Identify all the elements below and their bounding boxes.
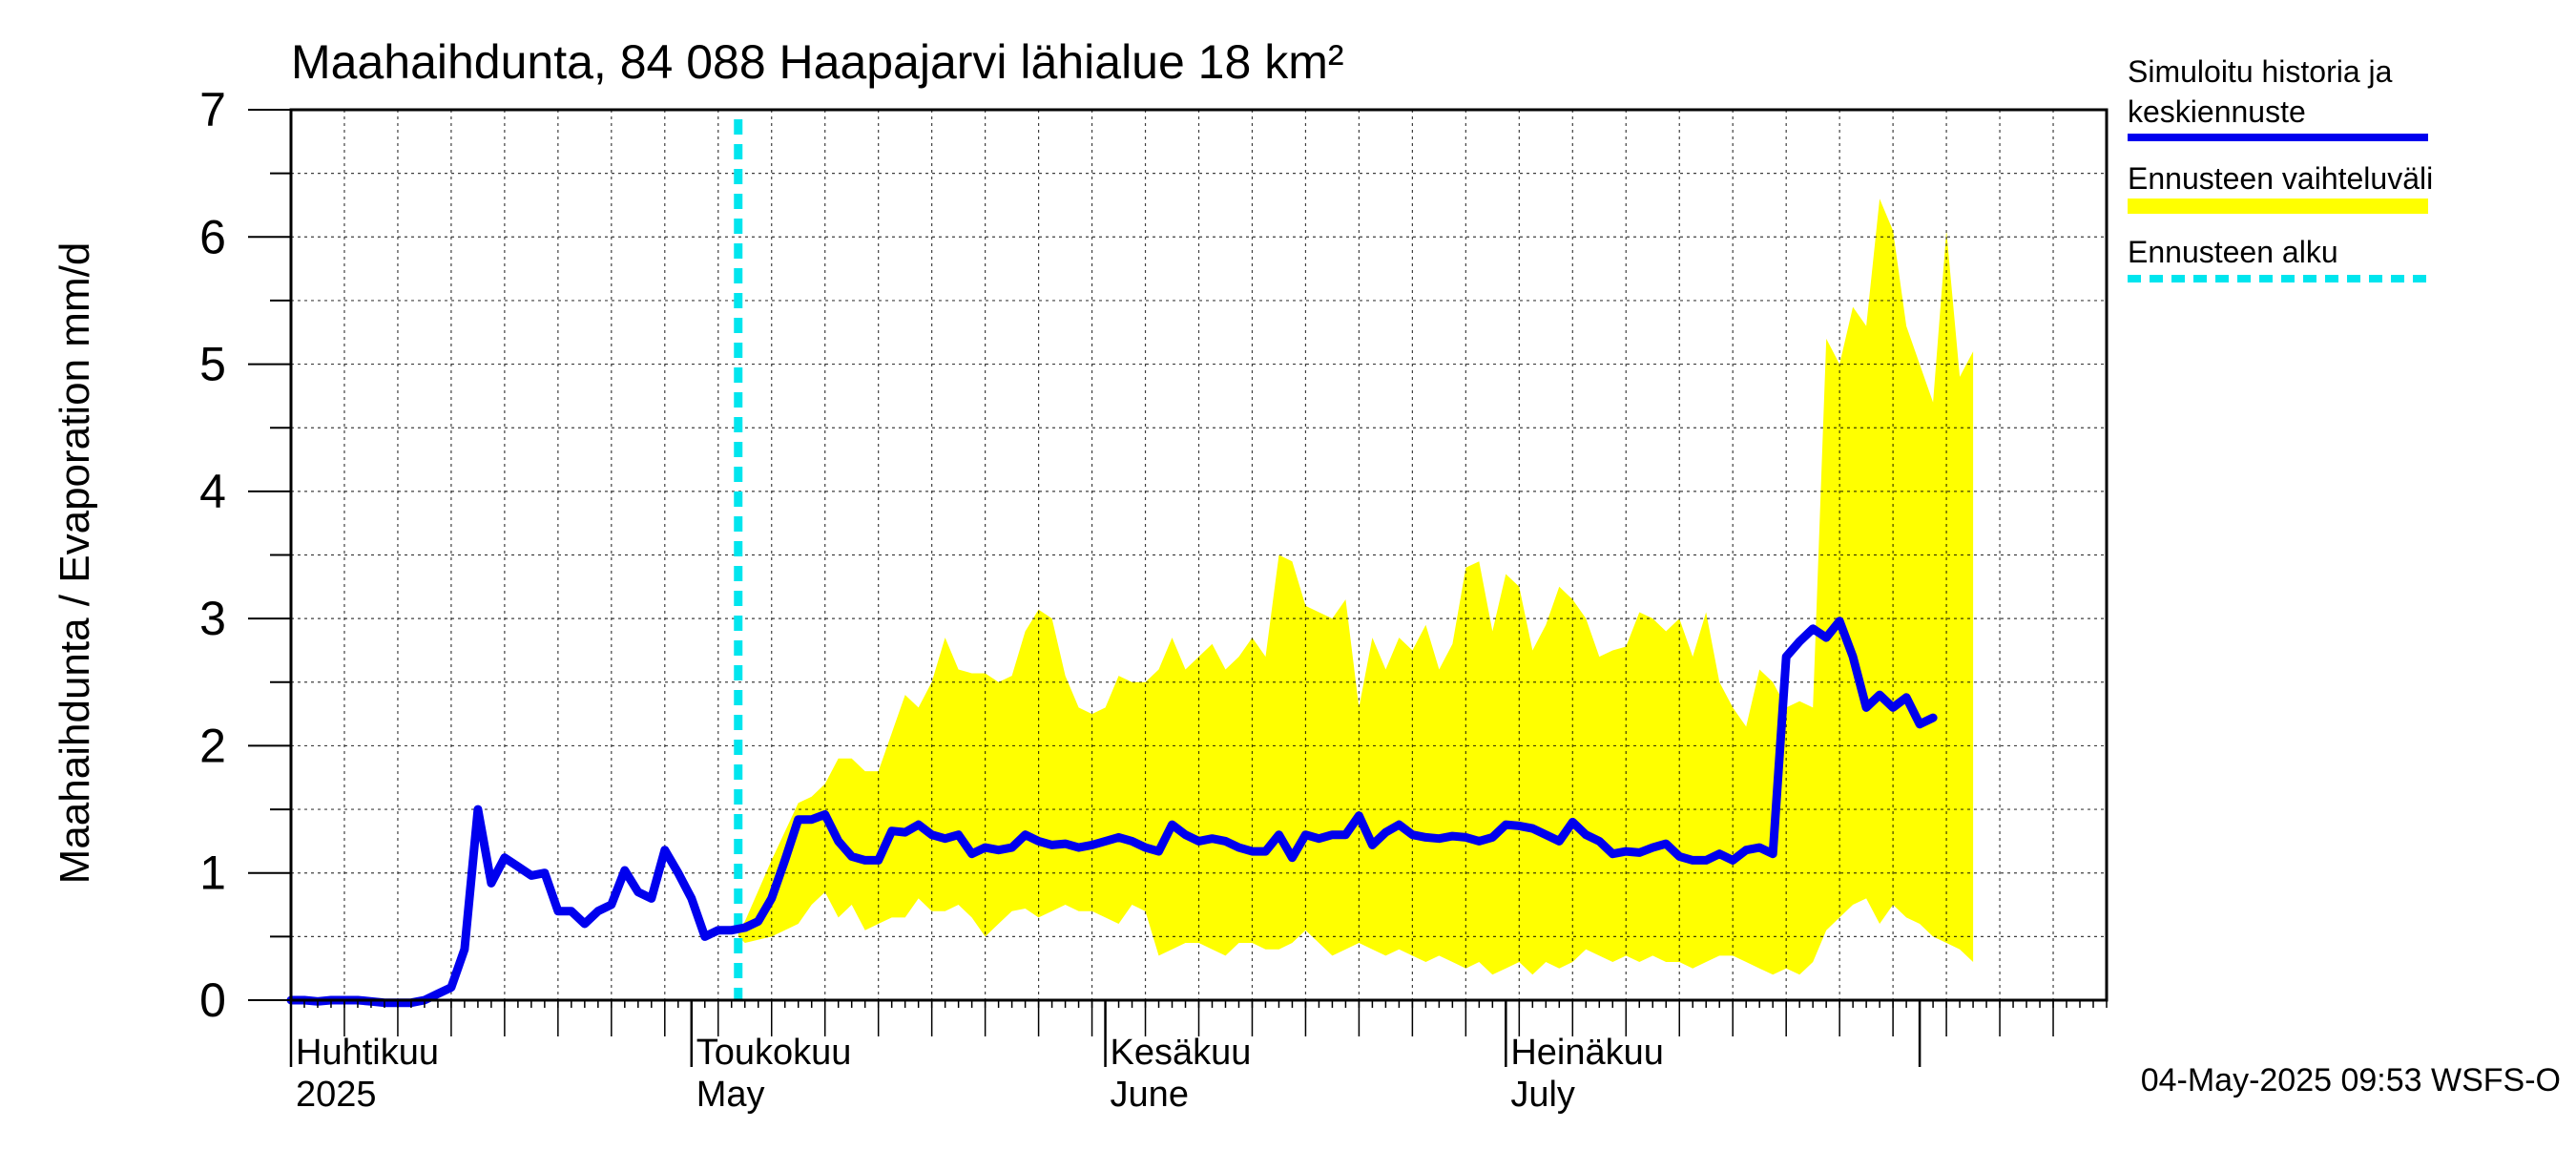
- y-tick-label: 3: [199, 592, 226, 645]
- month-label-en: July: [1510, 1075, 1575, 1115]
- month-label-fi: Toukokuu: [696, 1033, 852, 1073]
- y-tick-label: 7: [199, 83, 226, 136]
- y-axis-label: Maahaihdunta / Evaporation mm/d: [52, 242, 98, 885]
- grid-layer: [291, 110, 2107, 1000]
- month-label-fi: Kesäkuu: [1111, 1033, 1252, 1073]
- y-tick-label: 2: [199, 719, 226, 772]
- y-tick-label: 0: [199, 973, 226, 1027]
- median-series-line: [286, 617, 1938, 1008]
- y-tick-label: 1: [199, 847, 226, 900]
- y-tick-label: 6: [199, 210, 226, 263]
- forecast-range-band: [737, 199, 1974, 975]
- month-label-fi: Heinäkuu: [1510, 1033, 1664, 1073]
- legend-label-forecast-start: Ennusteen alku: [2128, 235, 2338, 269]
- timestamp: 04-May-2025 09:53 WSFS-O: [2141, 1062, 2561, 1098]
- legend-label-range: Ennusteen vaihteluväli: [2128, 161, 2433, 196]
- legend-label-median-2: keskiennuste: [2128, 94, 2306, 129]
- median-line-layer: [286, 617, 1938, 1008]
- y-tick-label: 4: [199, 465, 226, 518]
- axis-layer: 01234567Huhtikuu2025ToukokuuMayKesäkuuJu…: [199, 83, 2109, 1115]
- forecast-range-layer: [737, 199, 1974, 975]
- legend-label-median: Simuloitu historia ja: [2128, 54, 2393, 89]
- chart-title: Maahaihdunta, 84 088 Haapajarvi lähialue…: [291, 35, 1344, 89]
- month-label-en: May: [696, 1075, 765, 1115]
- month-label-en: 2025: [296, 1075, 377, 1115]
- legend: Simuloitu historia ja keskiennuste Ennuste…: [2128, 54, 2433, 282]
- month-label-en: June: [1111, 1075, 1189, 1115]
- legend-swatch-range: [2128, 199, 2428, 214]
- month-label-fi: Huhtikuu: [296, 1033, 439, 1073]
- y-tick-label: 5: [199, 338, 226, 391]
